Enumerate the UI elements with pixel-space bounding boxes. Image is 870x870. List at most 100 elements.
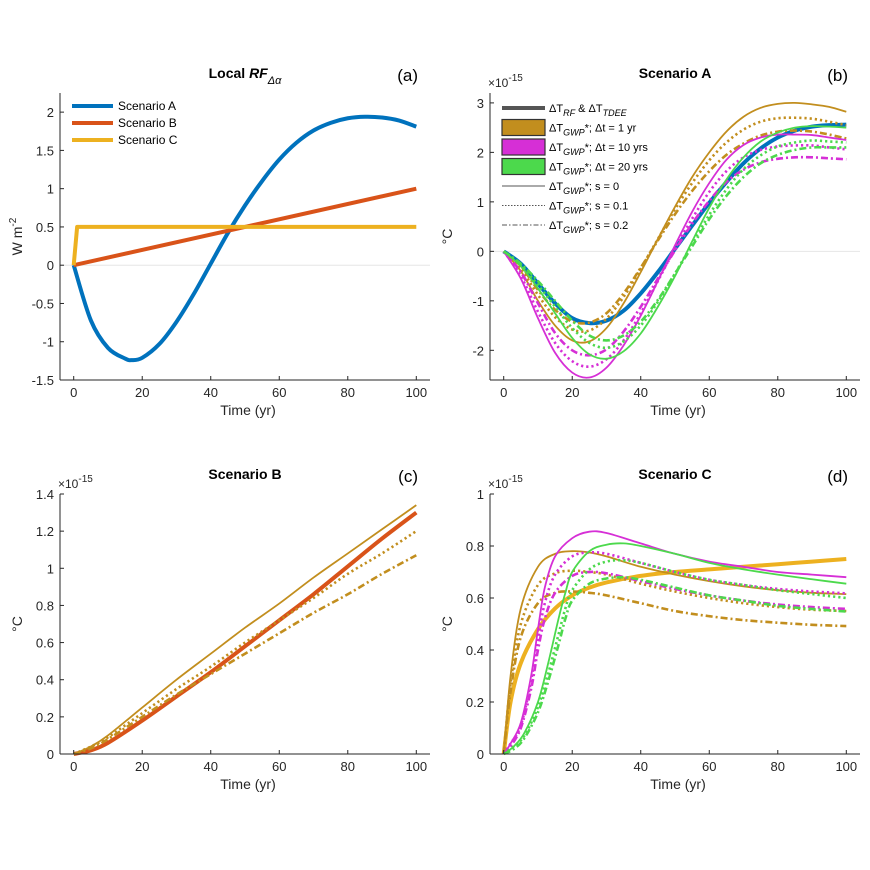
x-tick-label: 20: [135, 385, 149, 400]
axis-exponent: ×10-15: [488, 73, 523, 90]
axis-exponent-power: -15: [508, 474, 523, 485]
legend-swatch-patch: [501, 138, 546, 156]
y-tick-label: 0: [47, 747, 54, 762]
legend-label-sub2: TDEE: [603, 108, 628, 118]
chart-title: Scenario B: [208, 466, 281, 482]
axis-exponent-power: -15: [78, 474, 93, 485]
y-tick-label: 0.6: [466, 591, 484, 606]
x-tick-label: 0: [500, 759, 507, 774]
y-tick-label: -1.5: [32, 373, 54, 388]
y-tick-label: 1: [47, 182, 54, 197]
x-tick-label: 60: [702, 759, 716, 774]
legend-label-main: ΔT: [549, 181, 563, 193]
series-group: [73, 504, 418, 756]
y-axis-label: °C: [439, 616, 455, 632]
panel-d: 0 20 40 60 80 100 0 0.2 0.4 0.6 0.8 1 Time (yr) °C ×10…: [439, 466, 860, 792]
series-line-1: [73, 510, 418, 756]
axis-exponent-power: -15: [508, 73, 523, 84]
legend-label-sub: RF: [563, 108, 575, 118]
y-tick-label: 0.8: [36, 598, 54, 613]
panel-label: (d): [827, 467, 848, 486]
legend-label-tail: *; s = 0.1: [585, 201, 629, 213]
axis-exponent: ×10-15: [58, 474, 93, 491]
legend-label: ΔTGWP*; s = 0.1: [549, 201, 628, 216]
legend-label-main: ΔT: [549, 220, 563, 232]
y-tick-label: 1.4: [36, 487, 54, 502]
x-tick-label: 0: [70, 385, 77, 400]
legend-label: Scenario B: [118, 116, 177, 130]
legend-label: ΔTGWP*; s = 0: [549, 181, 619, 196]
y-axis-label-text: °C: [439, 616, 455, 632]
y-tick-label: 3: [477, 96, 484, 111]
panel-label: (a): [397, 66, 418, 85]
y-tick-label: 0: [477, 747, 484, 762]
x-tick-label: 60: [272, 385, 286, 400]
x-tick-label: 20: [135, 759, 149, 774]
y-axis-label-text: W m: [9, 227, 25, 256]
y-axis-label-text: °C: [9, 616, 25, 632]
y-axis-label: °C: [439, 229, 455, 245]
panel-c: 0 20 40 60 80 100 0 0.2 0.4 0.6 0.8 1 1.2 1.4 Time (yr…: [9, 466, 430, 792]
series-group: [501, 530, 847, 756]
y-axis-label: °C: [9, 616, 25, 632]
series-line-2: [73, 504, 417, 755]
legend-label: ΔTGWP*; Δt = 20 yrs: [549, 162, 648, 177]
x-tick-label: 100: [405, 385, 427, 400]
y-tick-label: 1: [477, 195, 484, 210]
y-tick-label: 2: [477, 145, 484, 160]
y-tick-label: 0.4: [36, 673, 54, 688]
legend-label: Scenario C: [118, 133, 178, 147]
axis-exponent-base: ×10: [488, 76, 509, 90]
y-tick-label: 0: [477, 244, 484, 259]
x-tick-label: 80: [771, 385, 785, 400]
chart-title-text: Local: [209, 65, 249, 81]
legend-swatch-patch: [501, 157, 546, 176]
axis-exponent-base: ×10: [58, 477, 79, 491]
y-tick-label: 0.5: [36, 220, 54, 235]
y-tick-label: 2: [47, 105, 54, 120]
axis-exponent: ×10-15: [488, 474, 523, 491]
legend-label-tail: *; s = 0.2: [585, 220, 629, 232]
y-tick-label: 0: [47, 258, 54, 273]
legend-label-sub: GWP: [563, 186, 585, 196]
series-line-10: [502, 145, 847, 342]
x-tick-label: 80: [771, 759, 785, 774]
series-line-3: [502, 569, 847, 755]
chart-title: Local RFΔα: [209, 65, 283, 87]
series-line-9: [502, 558, 847, 756]
series-line-4: [502, 590, 847, 755]
y-tick-label: -2: [472, 343, 484, 358]
legend-label-main: ΔT: [549, 162, 563, 174]
y-tick-label: 1.5: [36, 143, 54, 158]
legend-label: Scenario A: [118, 99, 176, 113]
series-group: [71, 114, 417, 363]
legend-label-sub: GWP: [563, 128, 585, 138]
y-tick-label: 1: [477, 487, 484, 502]
series-line-5: [502, 133, 847, 379]
x-tick-label: 40: [634, 759, 648, 774]
chart-title: Scenario C: [638, 466, 711, 482]
x-tick-label: 100: [405, 759, 427, 774]
x-axis-label: Time (yr): [220, 402, 275, 418]
legend-label-mid: & ΔT: [575, 103, 603, 115]
legend-label: ΔTGWP*; Δt = 10 yrs: [549, 142, 648, 157]
series-line-9: [502, 139, 847, 350]
y-axis-label-superscript: -2: [8, 217, 19, 226]
legend: Scenario A Scenario B Scenario C: [72, 99, 178, 147]
x-tick-label: 100: [835, 759, 857, 774]
y-tick-label: 0.4: [466, 643, 484, 658]
series-line-1: [501, 557, 847, 755]
x-tick-label: 0: [500, 385, 507, 400]
x-tick-label: 0: [70, 759, 77, 774]
legend-label-main: ΔT: [549, 123, 563, 135]
series-line-8: [503, 542, 847, 755]
chart-title-subscript: Δα: [267, 75, 282, 87]
legend-label-tail: *; Δt = 10 yrs: [585, 142, 649, 154]
legend-label: ΔTGWP*; Δt = 1 yr: [549, 123, 637, 138]
legend-label-tail: *; Δt = 20 yrs: [585, 162, 649, 174]
x-axis-label: Time (yr): [650, 402, 705, 418]
panel-label: (c): [398, 467, 418, 486]
x-tick-label: 40: [634, 385, 648, 400]
x-tick-label: 60: [702, 385, 716, 400]
